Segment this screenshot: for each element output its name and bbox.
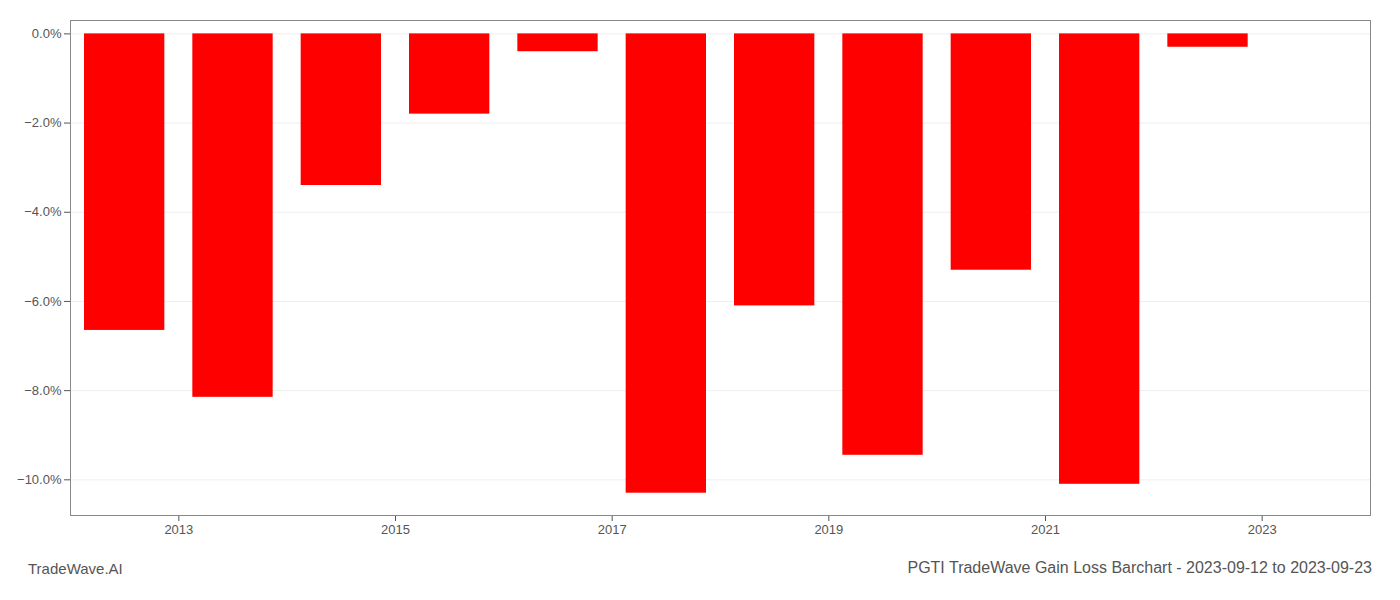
svg-text:−8.0%: −8.0%	[24, 383, 62, 398]
svg-text:−6.0%: −6.0%	[24, 294, 62, 309]
svg-text:2019: 2019	[814, 522, 843, 537]
svg-text:0.0%: 0.0%	[32, 26, 62, 41]
svg-text:2015: 2015	[381, 522, 410, 537]
svg-text:−4.0%: −4.0%	[24, 204, 62, 219]
svg-text:−10.0%: −10.0%	[17, 472, 62, 487]
html-text:PGTI TradeWave Gain Loss Barch: PGTI TradeWave Gain Loss Barchart - 2023…	[907, 559, 1372, 576]
svg-text:2013: 2013	[164, 522, 193, 537]
svg-text:−2.0%: −2.0%	[24, 115, 62, 130]
html-text:TradeWave.AI: TradeWave.AI	[28, 560, 123, 577]
svg-text:2021: 2021	[1031, 522, 1060, 537]
svg-text:2017: 2017	[598, 522, 627, 537]
svg-text:2023: 2023	[1248, 522, 1277, 537]
